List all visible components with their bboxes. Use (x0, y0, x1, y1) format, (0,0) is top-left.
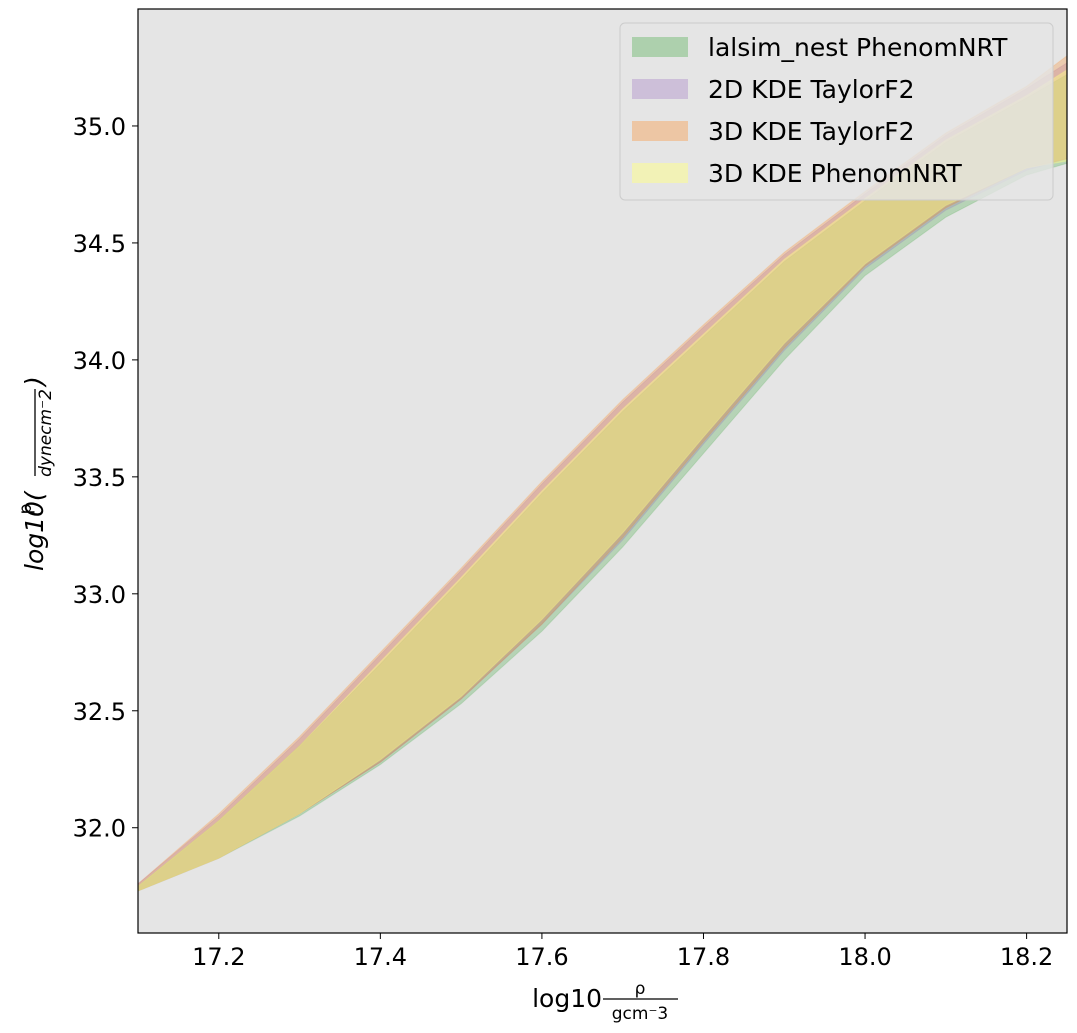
legend-swatch (632, 79, 688, 99)
x-tick-label: 18.0 (838, 943, 891, 971)
legend-label: 3D KDE PhenomNRT (708, 159, 963, 188)
x-tick-label: 17.2 (192, 943, 245, 971)
legend-label: 3D KDE TaylorF2 (708, 117, 915, 146)
legend-label: 2D KDE TaylorF2 (708, 75, 915, 104)
legend-box (619, 22, 1054, 201)
x-axis-ticks: 17.2 17.4 17.6 17.8 18.0 18.2 (192, 933, 1053, 971)
x-tick-label: 17.6 (515, 943, 568, 971)
y-tick-label: 34.5 (73, 230, 126, 258)
x-axis-label-numerator: ρ (635, 979, 646, 999)
y-axis-label-denominator: dynecm⁻2 (36, 389, 56, 477)
confidence-bands (137, 54, 1068, 892)
x-tick-label: 18.2 (1000, 943, 1053, 971)
y-axis-label: log10( p dynecm⁻2 ) (16, 376, 56, 571)
y-tick-label: 34.0 (73, 347, 126, 375)
plot-frame (137, 8, 1068, 934)
x-axis-label-denominator: gcm⁻3 (612, 1004, 669, 1024)
y-axis-label-numerator: p (16, 504, 36, 515)
legend-label: lalsim_nest PhenomNRT (708, 33, 1008, 62)
y-tick-label: 32.0 (73, 815, 126, 843)
y-axis-label-base: log10( (20, 490, 49, 571)
x-tick-label: 17.8 (677, 943, 730, 971)
legend: lalsim_nest PhenomNRT 2D KDE TaylorF2 3D K… (619, 22, 1054, 201)
x-axis-label: log10 ρ gcm⁻3 (532, 979, 678, 1024)
legend-swatch (632, 163, 688, 183)
legend-swatch (632, 121, 688, 141)
y-tick-label: 35.0 (73, 113, 126, 141)
y-axis-ticks: 32.0 32.5 33.0 33.5 34.0 34.5 35.0 (73, 113, 138, 843)
y-axis-label-close: ) (20, 376, 49, 388)
x-axis-label-base: log10 (532, 984, 602, 1013)
legend-swatch (632, 37, 688, 57)
y-tick-label: 33.5 (73, 464, 126, 492)
y-tick-label: 33.0 (73, 581, 126, 609)
x-tick-label: 17.4 (354, 943, 407, 971)
y-tick-label: 32.5 (73, 698, 126, 726)
